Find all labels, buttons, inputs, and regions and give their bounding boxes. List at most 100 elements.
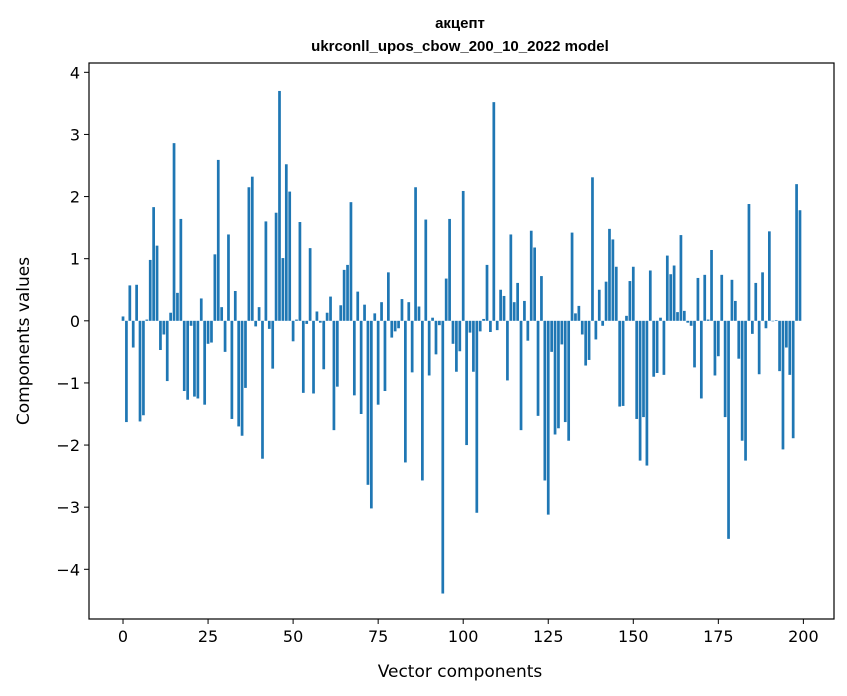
bar-117 xyxy=(519,320,523,431)
bar-162 xyxy=(672,265,676,321)
bar-156 xyxy=(652,320,656,377)
bar-128 xyxy=(557,320,560,429)
bar-173 xyxy=(710,249,713,321)
bar-107 xyxy=(485,264,489,321)
y-tick-label: 3 xyxy=(70,125,80,144)
bar-9 xyxy=(152,207,155,321)
bar-95 xyxy=(444,278,448,321)
bar-193 xyxy=(778,320,781,372)
bar-110 xyxy=(495,320,499,331)
bar-52 xyxy=(298,222,302,321)
bar-22 xyxy=(196,320,200,399)
bar-39 xyxy=(254,320,258,327)
bar-155 xyxy=(648,270,652,321)
bar-126 xyxy=(550,320,554,352)
bar-134 xyxy=(577,305,581,321)
bar-100 xyxy=(461,190,465,321)
bar-27 xyxy=(213,254,217,321)
bar-47 xyxy=(281,258,285,321)
plot-area-frame xyxy=(88,62,835,620)
bar-66 xyxy=(346,264,349,321)
bar-18 xyxy=(182,320,186,392)
bar-197 xyxy=(791,320,795,439)
bar-55 xyxy=(308,248,312,321)
bar-71 xyxy=(363,304,366,321)
x-tick-label: 75 xyxy=(368,627,388,646)
bar-41 xyxy=(261,320,264,459)
bar-85 xyxy=(410,320,414,373)
bar-148 xyxy=(625,315,628,321)
bars-group xyxy=(121,90,802,594)
bar-15 xyxy=(172,143,176,321)
x-tick-label: 50 xyxy=(283,627,303,646)
bar-180 xyxy=(733,300,737,321)
bar-46 xyxy=(278,90,281,321)
x-tick-label: 125 xyxy=(533,627,564,646)
bar-0 xyxy=(121,316,125,321)
bar-175 xyxy=(716,320,720,357)
bar-105 xyxy=(478,320,482,332)
bar-160 xyxy=(665,255,669,321)
bar-184 xyxy=(747,204,751,321)
bar-140 xyxy=(597,289,601,321)
bar-150 xyxy=(631,266,635,321)
bar-98 xyxy=(455,320,458,372)
bar-170 xyxy=(699,320,703,399)
bar-145 xyxy=(614,266,618,321)
bar-60 xyxy=(325,312,329,321)
bar-144 xyxy=(611,239,615,321)
bar-65 xyxy=(342,269,346,321)
bar-186 xyxy=(754,282,758,321)
bar-161 xyxy=(669,274,673,321)
bar-118 xyxy=(523,300,526,321)
bar-149 xyxy=(628,281,632,321)
bar-163 xyxy=(676,312,679,321)
y-axis-ticks: −4 −3 −2 −1 0 1 2 3 4 xyxy=(56,63,89,579)
bar-69 xyxy=(356,291,360,321)
bar-113 xyxy=(506,320,509,381)
x-tick-label: 0 xyxy=(118,627,128,646)
bar-174 xyxy=(713,320,717,376)
bar-61 xyxy=(329,296,332,321)
bar-32 xyxy=(230,320,234,419)
bar-158 xyxy=(659,317,662,321)
bar-187 xyxy=(757,320,761,375)
bar-28 xyxy=(216,159,220,321)
bar-74 xyxy=(373,313,377,321)
bar-29 xyxy=(220,307,224,321)
bar-122 xyxy=(536,320,540,416)
y-tick-label: 1 xyxy=(70,250,80,269)
bar-88 xyxy=(421,320,424,481)
bar-191 xyxy=(771,320,775,322)
bar-121 xyxy=(533,247,536,321)
bar-23 xyxy=(199,298,203,321)
bar-14 xyxy=(169,312,172,321)
bar-91 xyxy=(431,317,434,321)
bar-3 xyxy=(131,320,135,348)
bar-16 xyxy=(176,292,179,321)
chart-title: акцепт xyxy=(435,15,485,32)
bar-141 xyxy=(601,320,605,326)
bar-166 xyxy=(686,320,690,323)
bar-198 xyxy=(795,184,798,321)
bar-172 xyxy=(706,319,710,321)
bar-103 xyxy=(472,320,475,372)
bar-34 xyxy=(237,320,241,427)
bar-83 xyxy=(404,320,407,463)
bar-154 xyxy=(645,320,649,466)
bar-101 xyxy=(465,320,468,446)
bar-51 xyxy=(295,319,298,321)
bar-84 xyxy=(407,302,411,321)
bar-196 xyxy=(788,320,792,375)
bar-115 xyxy=(512,302,516,321)
bar-53 xyxy=(301,320,305,393)
bar-58 xyxy=(318,320,322,323)
bar-130 xyxy=(563,320,567,423)
bar-20 xyxy=(189,320,193,326)
x-tick-label: 100 xyxy=(448,627,479,646)
bar-35 xyxy=(240,320,244,436)
bar-133 xyxy=(574,313,577,321)
bar-147 xyxy=(621,320,625,406)
bar-142 xyxy=(604,281,608,321)
bar-192 xyxy=(774,320,778,321)
